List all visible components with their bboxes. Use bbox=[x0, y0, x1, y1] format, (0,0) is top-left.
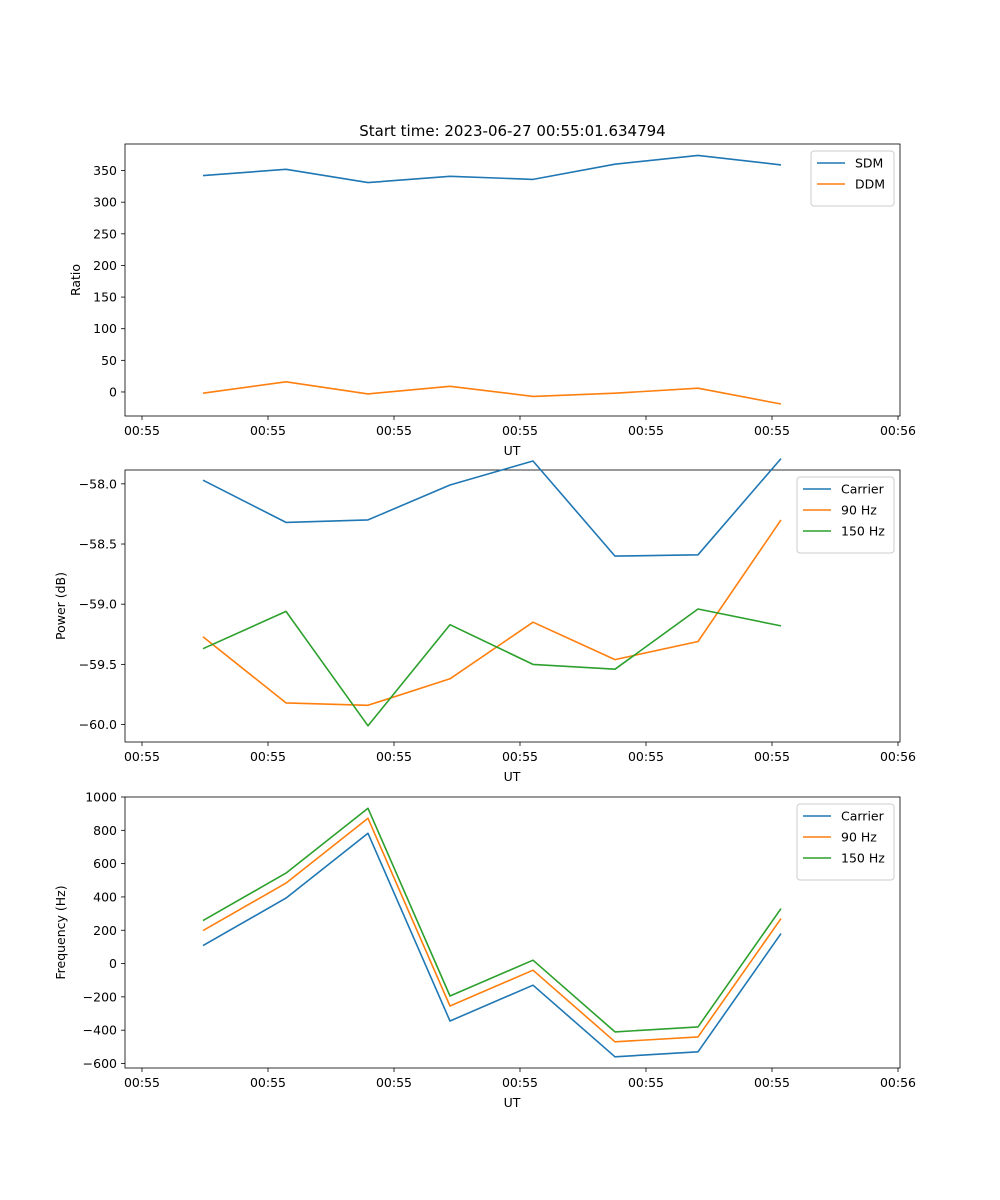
series-line-90-hz bbox=[202, 817, 782, 1043]
axes-frame bbox=[124, 143, 901, 417]
legend-label-carrier: Carrier bbox=[841, 809, 885, 824]
x-axis-label: UT bbox=[504, 1095, 521, 1110]
legend-label-carrier: Carrier bbox=[841, 482, 885, 497]
y-tick-label: 50 bbox=[101, 353, 117, 368]
y-tick-label: −59.0 bbox=[79, 597, 117, 612]
series-line-carrier bbox=[202, 832, 782, 1058]
x-tick-label: 00:55 bbox=[628, 1075, 664, 1090]
y-tick-label: −200 bbox=[83, 989, 117, 1004]
x-tick-label: 00:55 bbox=[376, 423, 412, 438]
y-tick-label: −58.0 bbox=[79, 476, 117, 491]
y-tick-label: 1000 bbox=[85, 790, 117, 805]
y-tick-label: −59.5 bbox=[79, 657, 117, 672]
x-tick-label: 00:55 bbox=[502, 749, 538, 764]
x-tick-label: 00:55 bbox=[124, 749, 160, 764]
axes-frame bbox=[124, 469, 901, 743]
x-tick-label: 00:55 bbox=[628, 423, 664, 438]
y-tick-label: −58.5 bbox=[79, 537, 117, 552]
x-tick-label: 00:55 bbox=[250, 749, 286, 764]
y-axis-label: Frequency (Hz) bbox=[53, 885, 68, 979]
series-line-carrier bbox=[202, 458, 782, 557]
y-axis-label: Power (dB) bbox=[53, 572, 68, 640]
y-tick-label: 400 bbox=[93, 889, 117, 904]
y-tick-label: −60.0 bbox=[79, 717, 117, 732]
x-tick-label: 00:55 bbox=[376, 749, 412, 764]
x-tick-label: 00:55 bbox=[502, 1075, 538, 1090]
axes-frame bbox=[124, 796, 901, 1069]
y-tick-label: −400 bbox=[83, 1023, 117, 1038]
y-tick-label: 150 bbox=[93, 290, 117, 305]
x-tick-label: 00:56 bbox=[880, 749, 916, 764]
x-tick-label: 00:55 bbox=[376, 1075, 412, 1090]
legend-label-90-hz: 90 Hz bbox=[841, 830, 877, 845]
frequency-chart: 00:55 00:55 00:55 00:55 00:55 00:55 00:56 −600 −… bbox=[53, 790, 916, 1111]
y-tick-label: 350 bbox=[93, 163, 117, 178]
legend-box bbox=[796, 803, 895, 881]
series-line-ddm bbox=[202, 380, 782, 405]
legend-label-90-hz: 90 Hz bbox=[841, 503, 877, 518]
y-tick-label: −600 bbox=[83, 1056, 117, 1071]
x-tick-label: 00:55 bbox=[250, 423, 286, 438]
legend-label-150-hz: 150 Hz bbox=[841, 524, 885, 539]
legend-label-ddm: DDM bbox=[855, 177, 885, 192]
y-tick-label: 0 bbox=[109, 956, 117, 971]
x-tick-label: 00:56 bbox=[880, 423, 916, 438]
legend: Carrier 90 Hz 150 Hz bbox=[796, 803, 895, 881]
x-tick-label: 00:55 bbox=[502, 423, 538, 438]
legend: SDM DDM bbox=[810, 150, 895, 207]
x-tick-label: 00:55 bbox=[124, 1075, 160, 1090]
x-axis-label: UT bbox=[504, 769, 521, 784]
legend: Carrier 90 Hz 150 Hz bbox=[796, 476, 895, 554]
legend-label-sdm: SDM bbox=[855, 156, 883, 171]
power-chart: 00:55 00:55 00:55 00:55 00:55 00:55 00:56 −60.0… bbox=[53, 458, 916, 784]
x-tick-label: 00:55 bbox=[628, 749, 664, 764]
legend-box bbox=[810, 150, 895, 207]
series-line-150-hz bbox=[202, 608, 782, 727]
x-tick-label: 00:55 bbox=[250, 1075, 286, 1090]
x-tick-label: 00:56 bbox=[880, 1075, 916, 1090]
legend-box bbox=[796, 476, 895, 554]
y-tick-label: 300 bbox=[93, 195, 117, 210]
x-tick-label: 00:55 bbox=[754, 423, 790, 438]
y-axis-label: Ratio bbox=[68, 264, 83, 296]
x-tick-label: 00:55 bbox=[754, 749, 790, 764]
y-tick-label: 250 bbox=[93, 226, 117, 241]
y-tick-label: 200 bbox=[93, 923, 117, 938]
y-tick-label: 200 bbox=[93, 258, 117, 273]
x-tick-label: 00:55 bbox=[124, 423, 160, 438]
series-line-90-hz bbox=[202, 519, 782, 707]
y-tick-label: 0 bbox=[109, 384, 117, 399]
y-tick-label: 100 bbox=[93, 321, 117, 336]
series-line-sdm bbox=[202, 154, 782, 184]
figure-title: Start time: 2023-06-27 00:55:01.634794 bbox=[359, 122, 665, 140]
legend-label-150-hz: 150 Hz bbox=[841, 851, 885, 866]
y-tick-label: 600 bbox=[93, 856, 117, 871]
x-axis-label: UT bbox=[504, 443, 521, 458]
series-line-150-hz bbox=[202, 807, 782, 1033]
ratio-chart: 00:55 00:55 00:55 00:55 00:55 00:55 00:56 0 50 10… bbox=[68, 143, 916, 458]
x-tick-label: 00:55 bbox=[754, 1075, 790, 1090]
y-tick-label: 800 bbox=[93, 823, 117, 838]
